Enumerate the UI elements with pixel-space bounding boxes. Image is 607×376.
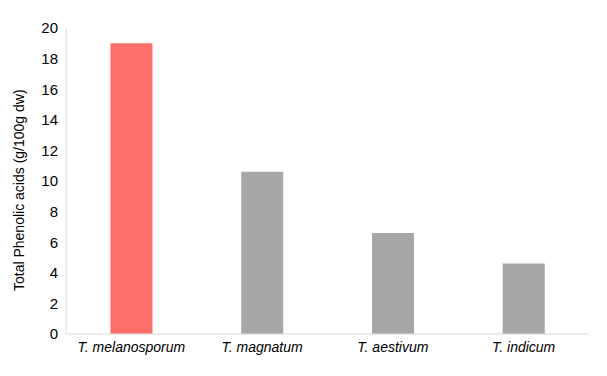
svg-text:Total Phenolic acids (g/100g d: Total Phenolic acids (g/100g dw) <box>11 89 27 291</box>
svg-text:T. aestivum: T. aestivum <box>357 339 428 355</box>
svg-text:T. magnatum: T. magnatum <box>222 339 304 355</box>
svg-text:T. melanosporum: T. melanosporum <box>78 339 186 355</box>
svg-text:8: 8 <box>50 203 58 220</box>
svg-text:2: 2 <box>50 295 58 312</box>
svg-text:18: 18 <box>41 50 58 67</box>
svg-text:16: 16 <box>41 81 58 98</box>
svg-text:0: 0 <box>50 325 58 342</box>
svg-text:14: 14 <box>41 111 58 128</box>
svg-text:6: 6 <box>50 234 58 251</box>
svg-text:T. indicum: T. indicum <box>492 339 556 355</box>
svg-text:4: 4 <box>50 264 58 281</box>
svg-text:20: 20 <box>41 19 58 36</box>
svg-text:12: 12 <box>41 142 58 159</box>
svg-text:10: 10 <box>41 172 58 189</box>
